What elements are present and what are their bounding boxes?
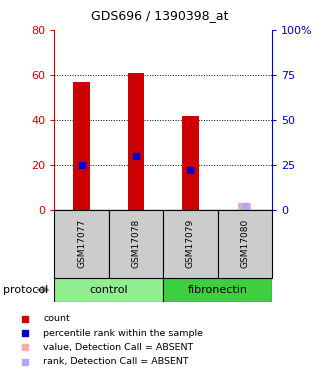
Bar — [74, 82, 90, 210]
Bar — [238, 203, 251, 210]
Text: protocol: protocol — [3, 285, 48, 295]
Bar — [128, 73, 144, 210]
Text: fibronectin: fibronectin — [188, 285, 248, 295]
Text: value, Detection Call = ABSENT: value, Detection Call = ABSENT — [43, 342, 194, 351]
Bar — [109, 210, 163, 278]
Bar — [163, 210, 218, 278]
Bar — [163, 278, 272, 302]
Text: GSM17080: GSM17080 — [240, 219, 249, 268]
Bar — [218, 210, 272, 278]
Text: GSM17077: GSM17077 — [77, 219, 86, 268]
Text: GSM17079: GSM17079 — [186, 219, 195, 268]
Text: GSM17078: GSM17078 — [132, 219, 140, 268]
Bar — [54, 278, 163, 302]
Text: percentile rank within the sample: percentile rank within the sample — [43, 328, 203, 338]
Text: rank, Detection Call = ABSENT: rank, Detection Call = ABSENT — [43, 357, 189, 366]
Text: count: count — [43, 315, 70, 324]
Bar — [182, 116, 198, 210]
Text: GDS696 / 1390398_at: GDS696 / 1390398_at — [91, 9, 229, 22]
Bar — [54, 210, 109, 278]
Text: control: control — [90, 285, 128, 295]
